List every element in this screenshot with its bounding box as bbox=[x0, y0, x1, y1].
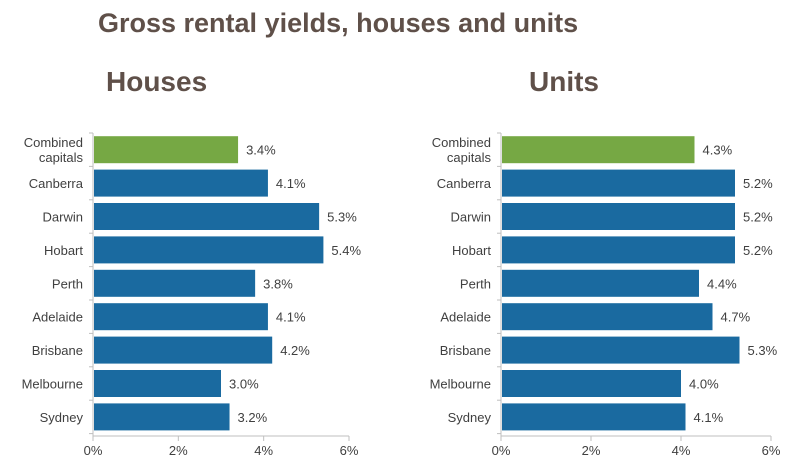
houses-bar-combined-capitals bbox=[94, 136, 239, 164]
houses-value-label: 4.1% bbox=[276, 310, 306, 325]
houses-bar-darwin bbox=[94, 203, 320, 230]
houses-x-tick-label: 4% bbox=[254, 443, 273, 458]
houses-x-tick-label: 6% bbox=[340, 443, 359, 458]
houses-value-label: 5.4% bbox=[331, 243, 361, 258]
houses-bar-brisbane bbox=[94, 336, 273, 364]
units-value-label: 5.3% bbox=[748, 343, 778, 358]
houses-value-label: 4.2% bbox=[280, 343, 310, 358]
houses-category-label: Hobart bbox=[44, 243, 83, 258]
houses-category-label: Canberra bbox=[29, 176, 84, 191]
units-bar-perth bbox=[502, 269, 699, 297]
units-bar-melbourne bbox=[502, 370, 681, 397]
units-category-label: Darwin bbox=[451, 210, 491, 225]
houses-bar-hobart bbox=[94, 236, 324, 264]
units-x-tick-label: 4% bbox=[672, 443, 691, 458]
units-bar-hobart bbox=[502, 236, 735, 264]
houses-value-label: 3.4% bbox=[246, 143, 276, 158]
units-category-label: Brisbane bbox=[440, 343, 491, 358]
units-value-label: 4.4% bbox=[707, 276, 737, 291]
houses-category-label: Combined capitals bbox=[24, 135, 84, 165]
houses-bar-melbourne bbox=[94, 370, 221, 397]
houses-value-label: 4.1% bbox=[276, 176, 306, 191]
houses-bar-adelaide bbox=[94, 303, 268, 331]
houses-value-label: 3.8% bbox=[263, 276, 293, 291]
houses-bar-canberra bbox=[94, 169, 268, 197]
units-value-label: 5.2% bbox=[743, 176, 773, 191]
houses-x-tick-label: 0% bbox=[84, 443, 103, 458]
houses-value-label: 5.3% bbox=[327, 210, 357, 225]
units-value-label: 5.2% bbox=[743, 210, 773, 225]
houses-category-label: Darwin bbox=[43, 210, 83, 225]
units-bar-darwin bbox=[502, 203, 735, 230]
units-category-label: Sydney bbox=[448, 410, 492, 425]
houses-bar-perth bbox=[94, 269, 256, 297]
units-category-label: Combined capitals bbox=[432, 135, 492, 165]
units-bar-canberra bbox=[502, 169, 735, 197]
units-x-tick-label: 6% bbox=[762, 443, 781, 458]
chart-main-title: Gross rental yields, houses and units bbox=[98, 8, 579, 38]
units-category-label: Perth bbox=[460, 276, 491, 291]
units-value-label: 4.3% bbox=[703, 143, 733, 158]
units-bar-adelaide bbox=[502, 303, 713, 331]
houses-category-label: Melbourne bbox=[22, 377, 83, 392]
houses-panel-title: Houses bbox=[106, 66, 208, 97]
houses-value-label: 3.2% bbox=[238, 410, 268, 425]
units-x-tick-label: 2% bbox=[582, 443, 601, 458]
houses-x-tick-label: 2% bbox=[169, 443, 188, 458]
units-value-label: 4.0% bbox=[689, 377, 719, 392]
units-x-tick-label: 0% bbox=[492, 443, 511, 458]
units-category-label: Hobart bbox=[452, 243, 491, 258]
houses-category-label: Adelaide bbox=[32, 310, 83, 325]
units-value-label: 4.7% bbox=[721, 310, 751, 325]
houses-bar-sydney bbox=[94, 403, 230, 431]
houses-category-label: Perth bbox=[52, 276, 83, 291]
units-value-label: 4.1% bbox=[694, 410, 724, 425]
units-bar-combined-capitals bbox=[502, 136, 695, 164]
units-panel-title: Units bbox=[529, 66, 599, 97]
houses-value-label: 3.0% bbox=[229, 377, 259, 392]
units-category-label: Adelaide bbox=[440, 310, 491, 325]
units-category-label: Melbourne bbox=[430, 377, 491, 392]
houses-category-label: Brisbane bbox=[32, 343, 83, 358]
houses-category-label: Sydney bbox=[40, 410, 84, 425]
units-bar-brisbane bbox=[502, 336, 740, 364]
units-value-label: 5.2% bbox=[743, 243, 773, 258]
units-category-label: Canberra bbox=[437, 176, 492, 191]
units-bar-sydney bbox=[502, 403, 686, 431]
